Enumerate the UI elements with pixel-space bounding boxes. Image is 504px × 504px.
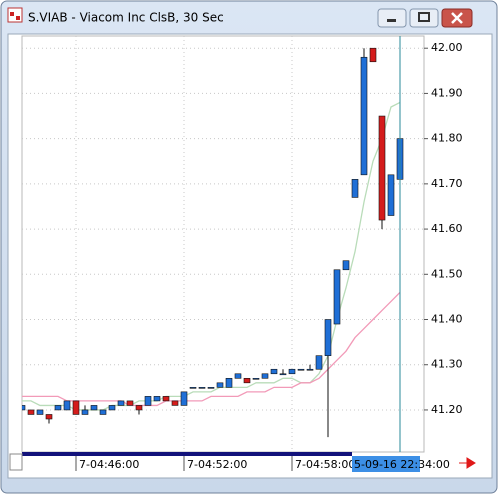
candle-body xyxy=(171,400,179,406)
x-tick-label: 7-04:46:00 xyxy=(79,458,139,471)
candle-body xyxy=(189,387,197,389)
moving-average xyxy=(22,291,401,407)
x-tick-label: 7-04:58:00 xyxy=(295,458,355,471)
cursor-label: 5-09-16 22:34:00 xyxy=(354,458,450,471)
y-tick-label: 41.20 xyxy=(431,403,463,416)
candle-body xyxy=(216,382,224,388)
candle-body xyxy=(108,405,116,411)
candle-body xyxy=(324,319,332,356)
scroll-box[interactable] xyxy=(9,453,23,471)
scroll-right-arrow[interactable] xyxy=(459,457,476,469)
y-tick-label: 42.00 xyxy=(431,41,463,54)
y-tick-label: 41.80 xyxy=(431,132,463,145)
candle-body xyxy=(297,368,305,371)
candle-body xyxy=(117,400,125,406)
candle-body xyxy=(288,368,296,375)
time-scroll-bar xyxy=(22,452,352,456)
candle-body xyxy=(261,373,269,379)
candle-body xyxy=(153,396,161,402)
candle-body xyxy=(99,409,107,415)
minimize-icon xyxy=(387,19,396,22)
candle-body xyxy=(72,400,80,415)
maximize-button[interactable] xyxy=(409,8,439,28)
candle-body xyxy=(126,400,134,406)
close-icon xyxy=(451,12,463,24)
candle-body xyxy=(135,405,143,411)
candle-body xyxy=(207,387,215,389)
candle-body xyxy=(45,414,53,420)
candle-body xyxy=(36,409,44,415)
minimize-button[interactable] xyxy=(377,8,407,28)
candle-body xyxy=(369,47,377,63)
candle-body xyxy=(225,377,233,388)
candle-body xyxy=(81,409,89,415)
candle-body xyxy=(315,355,323,370)
x-tick-label: 7-04:52:00 xyxy=(187,458,247,471)
candle-body xyxy=(90,405,98,411)
y-tick-label: 41.30 xyxy=(431,358,463,371)
y-tick-label: 41.50 xyxy=(431,267,463,280)
candle-body xyxy=(63,400,71,411)
candle-body xyxy=(54,405,62,411)
candle-body xyxy=(144,396,152,406)
candle-body xyxy=(198,387,206,389)
candle-body xyxy=(351,179,359,198)
candle-body xyxy=(180,391,188,406)
candle-body xyxy=(306,368,314,371)
y-tick-label: 41.60 xyxy=(431,222,463,235)
candle-body xyxy=(333,269,341,325)
maximize-icon xyxy=(418,12,430,22)
y-tick-label: 41.40 xyxy=(431,313,463,326)
cursor-label-box xyxy=(352,456,420,472)
app-icon-dot xyxy=(10,12,14,16)
candle-body xyxy=(27,409,35,415)
candle-body xyxy=(270,368,278,375)
candle-body xyxy=(342,260,350,271)
app-icon-dot xyxy=(16,16,20,20)
candle-body xyxy=(252,377,260,380)
candle-body xyxy=(279,373,287,376)
candle-body xyxy=(162,396,170,402)
candle-body xyxy=(360,56,368,176)
candle-body xyxy=(387,174,395,216)
y-tick-label: 41.70 xyxy=(431,177,463,190)
candle-body xyxy=(234,373,242,379)
y-tick-label: 41.90 xyxy=(431,86,463,99)
candle-body xyxy=(378,115,386,221)
candle-body xyxy=(22,405,26,411)
candle-body xyxy=(243,377,251,384)
plot xyxy=(22,36,424,452)
window-title: S.VIAB - Viacom Inc ClsB, 30 Sec xyxy=(28,11,224,25)
